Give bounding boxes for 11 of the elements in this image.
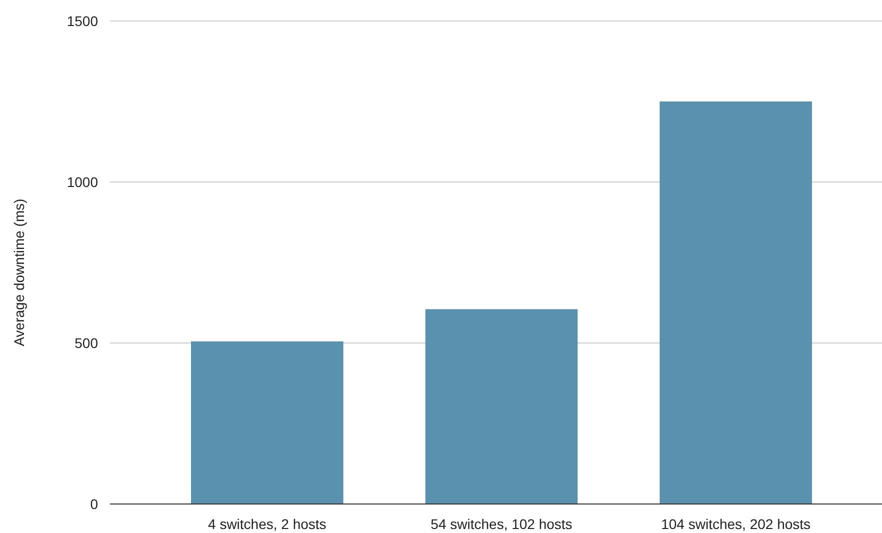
y-axis-title: Average downtime (ms) [11, 198, 27, 346]
x-tick-label: 54 switches, 102 hosts [430, 516, 572, 532]
bar [191, 341, 344, 504]
x-tick-label: 4 switches, 2 hosts [208, 516, 326, 532]
x-tick-label: 104 switches, 202 hosts [661, 516, 811, 532]
bar [660, 102, 812, 504]
y-tick-label: 1500 [66, 12, 98, 29]
y-tick-label: 500 [74, 334, 98, 351]
bar [425, 309, 578, 504]
y-tick-label: 1000 [66, 174, 98, 190]
y-tick-label: 0 [90, 496, 98, 512]
